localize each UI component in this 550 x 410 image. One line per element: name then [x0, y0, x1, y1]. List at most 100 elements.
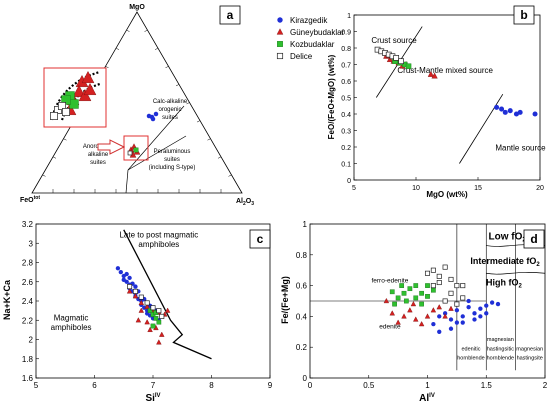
point-kirazgedik [431, 321, 436, 327]
point-kozbudaklar [413, 295, 419, 301]
point-kirazgedik [472, 317, 477, 322]
y-tick-label: 1.6 [22, 374, 34, 383]
zoom-dotted-curve [50, 70, 101, 121]
x-tick-label: 7 [151, 381, 156, 390]
field-peraluminous: Peraluminous [154, 149, 191, 155]
y-tick-label: 0.6 [341, 79, 351, 86]
point-guneybudaklar [132, 293, 139, 299]
point-kirazgedik [517, 109, 523, 115]
point-delice [62, 108, 70, 116]
y-axis-label: FeO/(FeO+MgO) (wt%) [327, 54, 336, 139]
legend-label: Güneybudaklar [290, 28, 345, 37]
point-delice [448, 290, 454, 296]
point-guneybudaklar [83, 82, 97, 96]
y-tick-label: 2 [29, 336, 34, 345]
point-kirazgedik [494, 104, 500, 110]
point-guneybudaklar [413, 316, 419, 322]
y-tick-label: 2.2 [22, 316, 34, 325]
annotation: Crust-Mantle mixed source [397, 66, 493, 75]
fo2-label: Low fO2 [489, 231, 527, 243]
field-line [127, 105, 185, 171]
x-tick-label: 2 [543, 381, 548, 390]
point-kirazgedik [484, 303, 489, 308]
point-delice [436, 280, 442, 286]
point-kozbudaklar [147, 308, 153, 313]
fo2-curve [486, 272, 546, 275]
point-delice [430, 283, 436, 289]
point-kirazgedik [442, 311, 448, 316]
zone-label: hornblende [487, 356, 515, 362]
point-kozbudaklar [69, 99, 79, 109]
point-kirazgedik [466, 305, 471, 310]
y-axis-label: Fe/(Fe+Mg) [280, 276, 290, 324]
point-kozbudaklar [425, 283, 430, 288]
point-delice [50, 112, 58, 120]
point-kirazgedik [460, 314, 465, 319]
point-kirazgedik [127, 275, 132, 281]
point-kirazgedik [124, 279, 129, 284]
point-guneybudaklar [144, 319, 150, 325]
zone-label: magnesian [516, 346, 543, 352]
y-tick-label: 0.2 [296, 343, 308, 352]
point-kirazgedik [472, 311, 477, 316]
apex-mgo: MgO [129, 4, 145, 11]
point-guneybudaklar [436, 304, 442, 310]
point-guneybudaklar [156, 339, 162, 345]
field-calc-alkaline: Calc-alkaline [153, 99, 188, 105]
panel-letter: c [257, 232, 264, 246]
annotation: amphiboles [138, 240, 179, 249]
point-delice [424, 270, 431, 276]
y-axis-label: Na+K+Ca [2, 279, 12, 320]
point-guneybudaklar [147, 326, 153, 332]
zoom-box-small [123, 135, 149, 161]
point-kirazgedik [460, 320, 465, 325]
point-delice [430, 267, 436, 273]
field-peraluminous: (including S-type) [149, 165, 196, 171]
annotation: Magmatic [54, 313, 89, 322]
point-kirazgedik [454, 308, 460, 313]
point-kirazgedik [153, 111, 159, 117]
point-guneybudaklar [138, 307, 145, 313]
annotation: ferro-edenite [371, 278, 408, 285]
point-guneybudaklar [78, 88, 92, 102]
x-tick-label: 20 [536, 185, 544, 192]
panel-letter-box [523, 229, 545, 249]
point-guneybudaklar [159, 331, 165, 337]
divider-line [459, 93, 504, 164]
point-kirazgedik [454, 320, 460, 325]
point-guneybudaklar [410, 301, 417, 307]
tick-a [186, 102, 190, 105]
y-tick-label: 0.4 [341, 112, 351, 119]
point-guneybudaklar [389, 310, 395, 316]
tick-a [165, 66, 169, 69]
point-delice [144, 300, 150, 306]
legend-marker [276, 52, 284, 60]
y-tick-label: 0.9 [341, 30, 351, 37]
point-kozbudaklar [150, 323, 156, 329]
tick-a [105, 66, 109, 69]
point-kirazgedik [484, 311, 489, 316]
legend-marker [276, 28, 284, 35]
legend-label: Kirazgedik [290, 16, 328, 25]
field-peraluminous: suites [164, 157, 180, 163]
point-kirazgedik [499, 106, 505, 112]
point-delice [448, 276, 454, 282]
fo2-label: Intermediate fO2 [470, 256, 540, 268]
point-guneybudaklar [138, 299, 145, 306]
zone-label: hastingsite [517, 356, 543, 362]
y-tick-label: 0.2 [341, 145, 351, 152]
annotation: Late to post magmatic [119, 230, 198, 239]
point-kirazgedik [448, 317, 454, 322]
point-guneybudaklar [164, 307, 171, 313]
point-kozbudaklar [405, 63, 412, 69]
point-guneybudaklar [386, 56, 394, 62]
x-tick-label: 1 [425, 381, 430, 390]
point-kirazgedik [146, 113, 152, 119]
point-guneybudaklar [126, 288, 133, 294]
point-delice [393, 55, 400, 61]
x-tick-label: 6 [92, 381, 97, 390]
y-tick-label: 0.3 [341, 129, 351, 136]
point-delice [442, 264, 448, 270]
point-kirazgedik [115, 266, 121, 271]
point-delice [150, 305, 156, 311]
